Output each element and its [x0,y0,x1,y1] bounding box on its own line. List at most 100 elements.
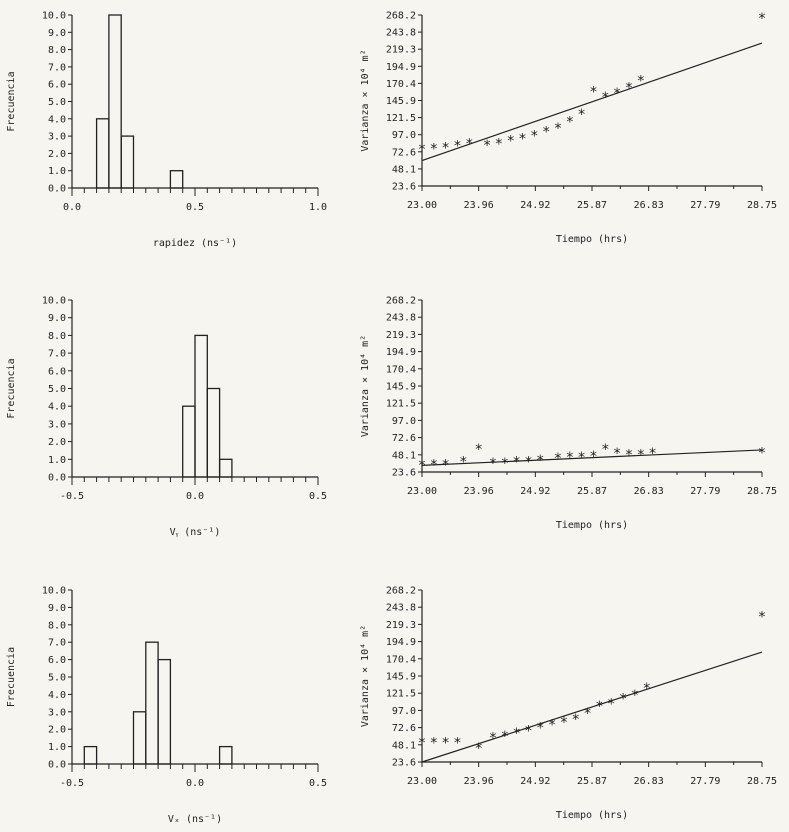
y-tick-label: 268.2 [386,296,416,307]
histogram-bar [83,745,98,765]
data-point: * [637,447,645,463]
x-tick-label: 26.83 [634,200,664,211]
chart-h3: 0.0 1.0 2.0 3.0 4.0 5.0 6.0 7.0 8.0 9.0 10.0 -0.5 0.… [6,586,327,826]
y-tick-label: 3.0 [48,707,66,718]
y-tick-label: 3.0 [48,132,66,143]
y-tick-label: 6.0 [48,80,66,91]
y-axis-label: Frecuencia [6,71,17,131]
y-tick-label: 121.5 [386,113,416,124]
histogram-bar [194,334,208,478]
data-point: * [554,451,562,467]
x-axis-label: rapidez (ns⁻¹) [153,238,237,249]
x-tick-label: 0.5 [309,778,327,789]
x-tick-label: 0.0 [186,491,204,502]
y-tick-label: 243.8 [386,603,416,614]
data-point: * [441,141,449,157]
y-tick-label: 23.6 [392,758,416,769]
data-point: * [758,11,766,27]
data-point: * [453,735,461,751]
y-tick-label: 1.0 [48,166,66,177]
y-tick-label: 72.6 [392,723,416,734]
histogram-bar [218,458,233,478]
y-tick-label: 145.9 [386,672,416,683]
y-tick-label: 6.0 [48,655,66,666]
x-tick-label: 23.00 [407,486,437,497]
data-point: * [483,138,491,154]
fit-line [421,42,763,162]
y-tick-label: 1.0 [48,742,66,753]
y-axis-label: Varianza × 10⁴ m² [360,335,371,437]
x-tick-label: 23.00 [407,200,437,211]
data-point: * [625,80,633,96]
x-tick-label: 23.96 [464,486,494,497]
histogram-bar [182,405,196,478]
data-point: * [613,86,621,102]
data-point: * [548,718,556,734]
x-tick-label: 23.96 [464,776,494,787]
y-tick-label: 4.0 [48,690,66,701]
x-tick-label: 25.87 [577,776,607,787]
data-point: * [518,131,526,147]
y-tick-label: 8.0 [48,620,66,631]
data-point: * [430,457,438,473]
x-tick-label: 25.87 [577,200,607,211]
chart-s3: 23.6 48.1 72.6 97.0 121.5 145.9 170.4 194.9 219.… [360,586,777,822]
y-tick-label: 145.9 [386,96,416,107]
y-tick-label: 4.0 [48,402,66,413]
y-tick-label: 0.0 [48,184,66,195]
x-tick-label: 28.75 [747,776,777,787]
y-tick-label: 97.0 [392,706,416,717]
histogram-bar [95,118,110,189]
y-tick-label: 243.8 [386,313,416,324]
y-tick-label: 121.5 [386,689,416,700]
y-tick-label: 5.0 [48,97,66,108]
y-tick-label: 219.3 [386,330,416,341]
data-point: * [589,449,597,465]
data-point: * [566,115,574,131]
y-tick-label: 48.1 [392,164,416,175]
histogram-bar [218,745,233,765]
data-point: * [453,138,461,154]
data-point: * [530,129,538,145]
data-point: * [489,456,497,472]
data-point: * [536,453,544,469]
fit-line [421,651,763,763]
x-axis-label: Tiempo (hrs) [556,234,628,245]
y-tick-label: 8.0 [48,331,66,342]
data-point: * [619,692,627,708]
y-tick-label: 268.2 [386,586,416,597]
x-tick-label: 27.79 [690,200,720,211]
data-point: * [601,90,609,106]
y-tick-label: 170.4 [386,79,416,90]
data-point: * [589,85,597,101]
y-tick-label: 10.0 [42,11,66,22]
data-point: * [642,681,650,697]
data-point: * [506,134,514,150]
y-tick-label: 97.0 [392,416,416,427]
data-point: * [758,445,766,461]
histogram-bar [108,14,122,189]
x-axis-label: Vᵧ (ns⁻¹) [170,527,221,538]
x-tick-label: 25.87 [577,486,607,497]
data-point: * [465,136,473,152]
y-tick-label: 7.0 [48,349,66,360]
x-tick-label: 26.83 [634,776,664,787]
data-point: * [495,136,503,152]
y-tick-label: 9.0 [48,603,66,614]
y-tick-label: 268.2 [386,11,416,22]
x-tick-label: 27.79 [690,776,720,787]
data-point: * [441,735,449,751]
y-tick-label: 72.6 [392,147,416,158]
x-tick-label: 24.92 [520,200,550,211]
y-tick-label: 7.0 [48,638,66,649]
y-tick-label: 10.0 [42,586,66,597]
y-axis-label: Frecuencia [6,647,17,707]
x-tick-label: 28.75 [747,486,777,497]
data-point: * [501,729,509,745]
histogram-bar [206,387,221,478]
y-tick-label: 7.0 [48,62,66,73]
y-tick-label: 5.0 [48,673,66,684]
x-axis-label: Tiempo (hrs) [556,520,628,531]
histogram-bar [157,658,172,765]
